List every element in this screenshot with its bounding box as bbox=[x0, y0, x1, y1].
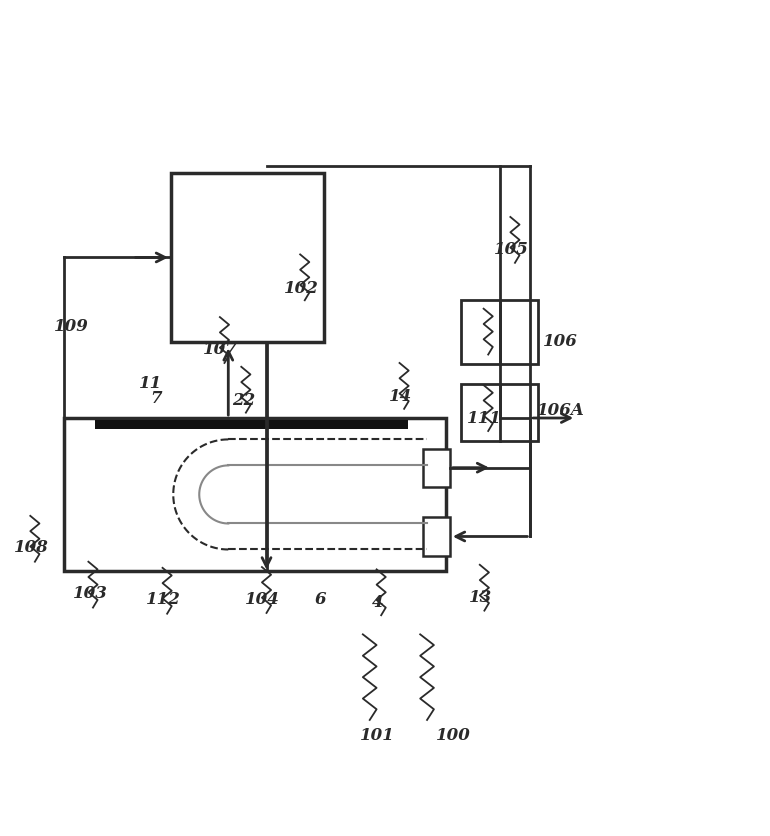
Text: 102: 102 bbox=[283, 279, 318, 297]
Text: 6: 6 bbox=[314, 591, 326, 609]
Text: 4: 4 bbox=[372, 594, 383, 611]
Bar bbox=[461, 299, 538, 364]
Text: 106: 106 bbox=[544, 333, 578, 350]
Text: 103: 103 bbox=[73, 585, 108, 602]
Text: 14: 14 bbox=[389, 388, 412, 405]
Bar bbox=[95, 421, 408, 430]
Text: 104: 104 bbox=[246, 591, 280, 609]
Text: 100: 100 bbox=[437, 726, 471, 744]
Text: 7: 7 bbox=[150, 390, 162, 407]
Text: 107: 107 bbox=[203, 341, 238, 358]
Bar bbox=[424, 517, 450, 556]
Text: 105: 105 bbox=[494, 242, 528, 258]
Text: 101: 101 bbox=[360, 726, 395, 744]
Bar bbox=[461, 384, 538, 441]
Text: 11: 11 bbox=[139, 375, 162, 392]
Text: 109: 109 bbox=[54, 318, 89, 334]
Bar bbox=[171, 173, 324, 342]
Text: 111: 111 bbox=[467, 410, 502, 426]
Text: 106A: 106A bbox=[537, 402, 584, 419]
Bar bbox=[64, 418, 446, 571]
Bar bbox=[424, 449, 450, 487]
Text: 112: 112 bbox=[146, 591, 181, 609]
Text: 13: 13 bbox=[469, 589, 492, 606]
Text: 108: 108 bbox=[15, 539, 49, 557]
Text: 22: 22 bbox=[232, 392, 255, 409]
